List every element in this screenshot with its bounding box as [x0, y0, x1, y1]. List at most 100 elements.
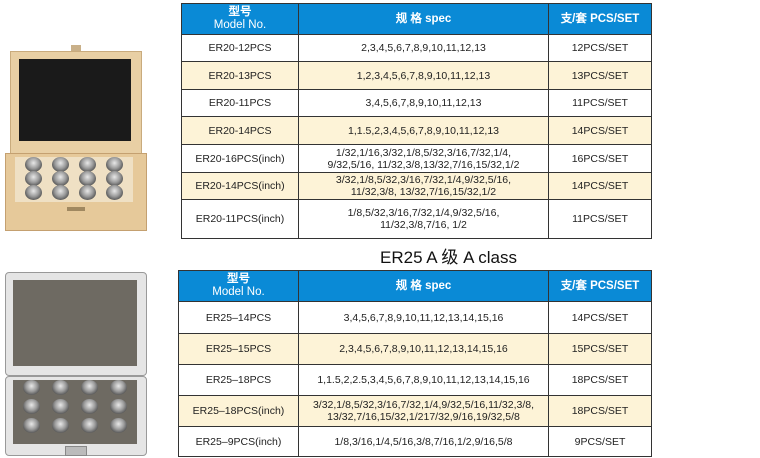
header-pcs: 支/套 PCS/SET — [548, 3, 652, 35]
spec-line: 2,3,4,5,6,7,8,9,10,11,12,13,14,15,16 — [339, 343, 508, 355]
header-model-en: Model No. — [213, 19, 267, 31]
er20-spec-table: 型号 Model No. 规 格 spec 支/套 PCS/SET ER20-12… — [181, 3, 652, 239]
spec-line: 3,4,5,6,7,8,9,10,11,12,13,14,15,16 — [343, 311, 504, 324]
spec-cell: 3,4,5,6,7,8,9,10,11,12,13 — [298, 89, 549, 117]
table-row: ER25–9PCS(inch) 1/8,3/16,1/4,5/16,3/8,7/1… — [178, 426, 652, 457]
spec-line: 11/32,3/8, 13/32,7/16,15/32,1/2 — [350, 186, 497, 198]
pcs-cell: 14PCS/SET — [548, 116, 652, 145]
table-row: ER20-14PCS 1,1.5,2,3,4,5,6,7,8,9,10,11,12… — [181, 116, 652, 145]
model-cell: ER20-13PCS — [181, 61, 299, 90]
header-model: 型号 Model No. — [178, 270, 299, 302]
spec-cell: 1/8,3/16,1/4,5/16,3/8,7/16,1/2,9/16,5/8 — [298, 426, 549, 457]
collet-icon — [52, 185, 69, 200]
model-cell: ER20-12PCS — [181, 34, 299, 62]
wooden-collet-box-image — [5, 45, 147, 231]
spec-line: 9/32,5/16, 11/32,3/8,13/32,7/16,15/32,1/… — [327, 158, 520, 171]
table-row: ER25–14PCS 3,4,5,6,7,8,9,10,11,12,13,14,1… — [178, 301, 652, 334]
pcs-cell: 18PCS/SET — [548, 395, 652, 427]
collet-icon — [25, 157, 42, 172]
collet-icon — [106, 185, 123, 200]
spec-line: 1/8,5/32,3/16,7/32,1/4,9/32,5/16, — [347, 207, 500, 219]
spec-cell: 2,3,4,5,6,7,8,9,10,11,12,13 — [298, 34, 549, 62]
model-cell: ER20-11PCS — [181, 89, 299, 117]
collet-icon — [52, 380, 69, 395]
header-model-cn: 型号 — [228, 6, 252, 18]
pcs-cell: 18PCS/SET — [548, 364, 652, 396]
table-row: ER20-11PCS 3,4,5,6,7,8,9,10,11,12,13 11PCS… — [181, 89, 652, 117]
table-header-row: 型号 Model No. 规 格 spec 支/套 PCS/SET — [181, 3, 652, 35]
table-row: ER20-16PCS(inch) 1/32,1/16,3/32,1/8,5/32,… — [181, 144, 652, 173]
collet-icon — [52, 157, 69, 172]
er25-section-title: ER25 A 级 A class — [380, 248, 518, 267]
spec-cell: 1/8,5/32,3/16,7/32,1/4,9/32,5/16, 11/32,3… — [298, 199, 549, 239]
collet-icon — [52, 418, 69, 433]
header-spec: 规 格 spec — [298, 270, 549, 302]
spec-line: 1,2,3,4,5,6,7,8,9,10,11,12,13 — [356, 69, 491, 82]
collet-icon — [81, 418, 98, 433]
collet-icon — [52, 171, 69, 186]
model-cell: ER25–9PCS(inch) — [178, 426, 299, 457]
spec-cell: 1/32,1/16,3/32,1/8,5/32,3/16,7/32,1/4, 9/… — [298, 144, 549, 173]
pcs-cell: 11PCS/SET — [548, 199, 652, 239]
collet-icon — [110, 418, 127, 433]
pcs-cell: 9PCS/SET — [548, 426, 652, 457]
collet-icon — [106, 157, 123, 172]
spec-line: 3,4,5,6,7,8,9,10,11,12,13 — [365, 97, 482, 109]
header-model: 型号 Model No. — [181, 3, 299, 35]
spec-line: 1,1.5,2,2.5,3,4,5,6,7,8,9,10,11,12,13,14… — [317, 374, 530, 386]
table-row: ER20-13PCS 1,2,3,4,5,6,7,8,9,10,11,12,13 1… — [181, 61, 652, 90]
table-row: ER20-12PCS 2,3,4,5,6,7,8,9,10,11,12,13 12P… — [181, 34, 652, 62]
collet-icon — [79, 171, 96, 186]
spec-line: 2,3,4,5,6,7,8,9,10,11,12,13 — [361, 42, 486, 54]
collet-icon — [81, 380, 98, 395]
model-cell: ER25–18PCS — [178, 364, 299, 396]
collet-icon — [79, 185, 96, 200]
table-header-row: 型号 Model No. 规 格 spec 支/套 PCS/SET — [178, 270, 652, 302]
pcs-cell: 11PCS/SET — [548, 89, 652, 117]
collet-icon — [25, 171, 42, 186]
spec-line: 13/32,7/16,15/32,1/217/32,9/16,19/32,5/8 — [327, 411, 520, 423]
header-spec: 规 格 spec — [298, 3, 549, 35]
collet-icon — [79, 157, 96, 172]
header-pcs: 支/套 PCS/SET — [548, 270, 652, 302]
pcs-cell: 14PCS/SET — [548, 172, 652, 200]
spec-line: 1/8,3/16,1/4,5/16,3/8,7/16,1/2,9/16,5/8 — [334, 435, 513, 448]
spec-cell: 3/32,1/8,5/32,3/16,7/32,1/4,9/32,5/16,11… — [298, 172, 549, 200]
pcs-cell: 14PCS/SET — [548, 301, 652, 334]
pcs-cell: 13PCS/SET — [548, 61, 652, 90]
table-row: ER20-11PCS(inch) 1/8,5/32,3/16,7/32,1/4,9… — [181, 199, 652, 239]
spec-cell: 1,1.5,2,3,4,5,6,7,8,9,10,11,12,13 — [298, 116, 549, 145]
model-cell: ER20-14PCS — [181, 116, 299, 145]
spec-line: 11/32,3/8,7/16, 1/2 — [380, 219, 467, 231]
spec-line: 1/32,1/16,3/32,1/8,5/32,3/16,7/32,1/4, — [335, 146, 512, 159]
model-cell: ER20-16PCS(inch) — [181, 144, 299, 173]
pcs-cell: 16PCS/SET — [548, 144, 652, 173]
spec-cell: 1,1.5,2,2.5,3,4,5,6,7,8,9,10,11,12,13,14… — [298, 364, 549, 396]
model-cell: ER25–15PCS — [178, 333, 299, 365]
spec-line: 1,1.5,2,3,4,5,6,7,8,9,10,11,12,13 — [347, 124, 499, 137]
spec-line: 3/32,1/8,5/32,3/16,7/32,1/4,9/32,5/16, — [335, 174, 512, 186]
spec-line: 3/32,1/8,5/32,3/16,7/32,1/4,9/32,5/16,11… — [312, 399, 535, 411]
collet-icon — [23, 399, 40, 414]
table-row: ER25–18PCS 1,1.5,2,2.5,3,4,5,6,7,8,9,10,1… — [178, 364, 652, 396]
collet-icon — [23, 418, 40, 433]
collet-icon — [110, 380, 127, 395]
collet-icon — [23, 380, 40, 395]
pcs-cell: 15PCS/SET — [548, 333, 652, 365]
model-cell: ER20-14PCS(inch) — [181, 172, 299, 200]
spec-cell: 3,4,5,6,7,8,9,10,11,12,13,14,15,16 — [298, 301, 549, 334]
table-row: ER25–18PCS(inch) 3/32,1/8,5/32,3/16,7/32,… — [178, 395, 652, 427]
collet-icon — [52, 399, 69, 414]
collet-icon — [110, 399, 127, 414]
pcs-cell: 12PCS/SET — [548, 34, 652, 62]
table-row: ER20-14PCS(inch) 3/32,1/8,5/32,3/16,7/32,… — [181, 172, 652, 200]
spec-cell: 2,3,4,5,6,7,8,9,10,11,12,13,14,15,16 — [298, 333, 549, 365]
spec-cell: 3/32,1/8,5/32,3/16,7/32,1/4,9/32,5/16,11… — [298, 395, 549, 427]
table-row: ER25–15PCS 2,3,4,5,6,7,8,9,10,11,12,13,14… — [178, 333, 652, 365]
model-cell: ER25–18PCS(inch) — [178, 395, 299, 427]
header-model-cn: 型号 — [227, 273, 250, 285]
collet-icon — [106, 171, 123, 186]
spec-cell: 1,2,3,4,5,6,7,8,9,10,11,12,13 — [298, 61, 549, 90]
collet-icon — [81, 399, 98, 414]
model-cell: ER20-11PCS(inch) — [181, 199, 299, 239]
